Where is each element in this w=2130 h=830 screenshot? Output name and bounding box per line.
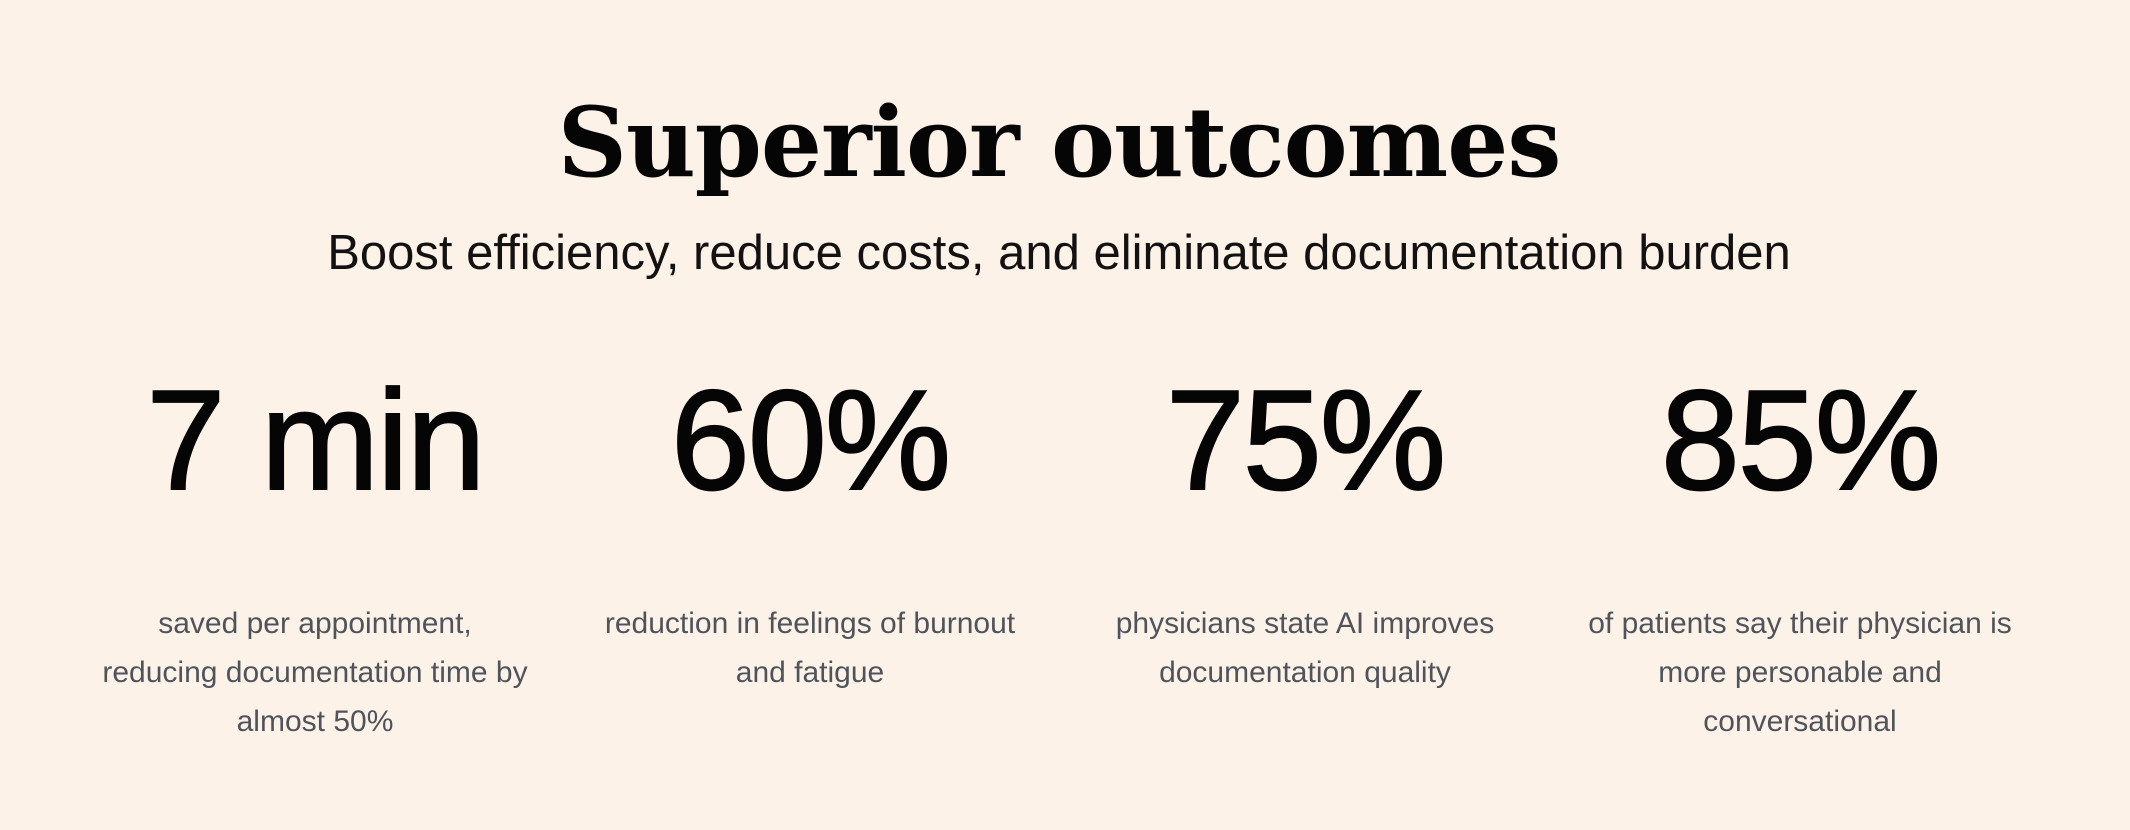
stat-patient-satisfaction: 85% of patients say their physician is m… [1580, 361, 2020, 746]
stat-appointment-time: 7 min saved per appointment, reducing do… [95, 361, 535, 746]
section-title: Superior outcomes [557, 86, 1562, 199]
stat-description: saved per appointment, reducing document… [102, 607, 528, 738]
stat-burnout-reduction: 60% reduction in feelings of burnout and… [590, 361, 1030, 697]
section-subtitle: Boost efficiency, reduce costs, and elim… [327, 226, 1791, 280]
stat-description: reduction in feelings of burnout and fat… [604, 607, 1016, 689]
stat-documentation-quality: 75% physicians state AI improves documen… [1085, 361, 1525, 697]
stat-description: physicians state AI improves documentati… [1115, 607, 1495, 689]
stats-row: 7 min saved per appointment, reducing do… [0, 361, 2130, 766]
stat-description: of patients say their physician is more … [1588, 607, 2012, 738]
stat-value: 75% [1165, 361, 1447, 520]
stat-value: 60% [670, 361, 952, 520]
stat-value: 7 min [145, 361, 486, 520]
stat-value: 85% [1660, 361, 1942, 520]
